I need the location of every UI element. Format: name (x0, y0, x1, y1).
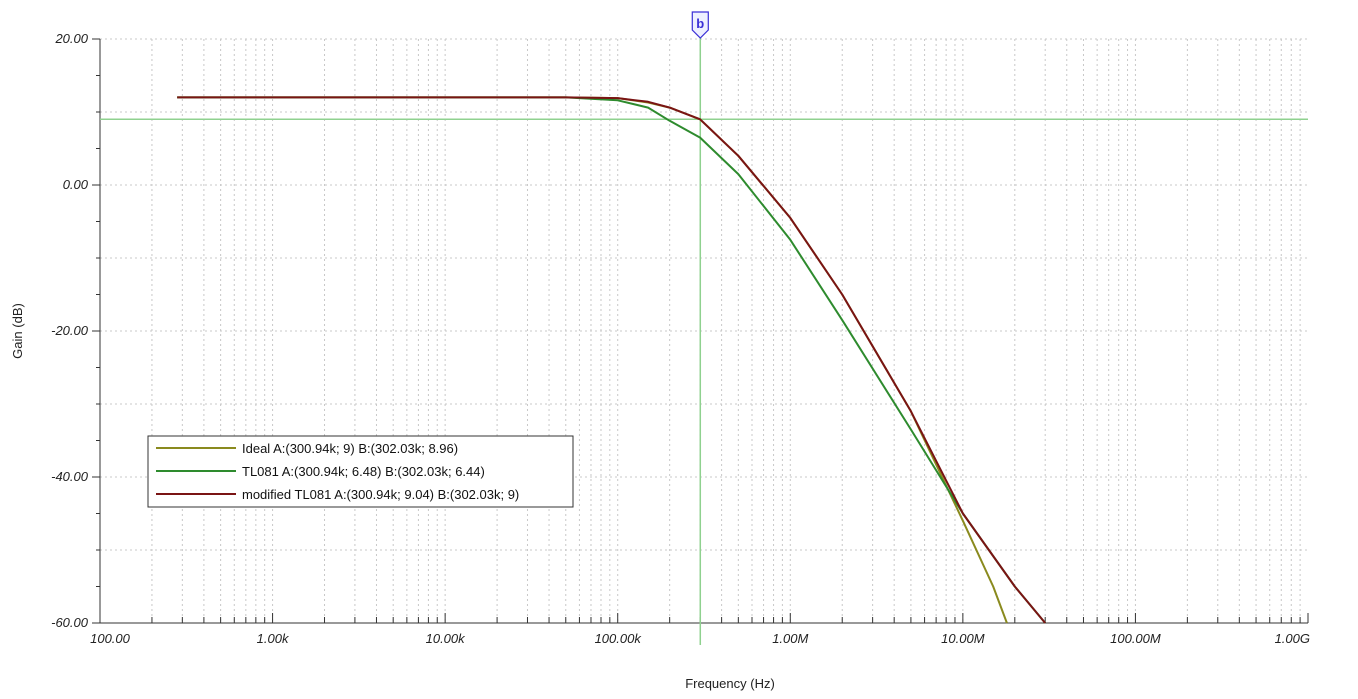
x-tick-label: 10.00k (426, 631, 467, 646)
series-line-1 (177, 96, 1008, 624)
x-tick-label: 1.00k (257, 631, 290, 646)
x-tick-label: 1.00G (1275, 631, 1310, 646)
grid-layer (99, 38, 1308, 624)
x-tick-label: 10.00M (941, 631, 985, 646)
cursor-flag-icon (691, 11, 709, 39)
series-layer (177, 96, 1046, 624)
y-tick-label: -60.00 (51, 615, 89, 630)
x-axis-title: Frequency (Hz) (685, 676, 775, 691)
series-line-3 (177, 96, 1046, 624)
x-tick-label: 100.00k (595, 631, 643, 646)
legend-entry: modified TL081 A:(300.94k; 9.04) B:(302.… (242, 487, 519, 502)
legend-entry: TL081 A:(300.94k; 6.48) B:(302.03k; 6.44… (242, 464, 485, 479)
cursor-layer[interactable]: b (100, 11, 1308, 645)
x-tick-label: 100.00M (1110, 631, 1161, 646)
y-axis-title: Gain (dB) (10, 303, 25, 359)
x-tick-label: 100.00 (90, 631, 131, 646)
y-tick-label: -20.00 (51, 323, 89, 338)
cursor-flag-label: b (696, 16, 704, 31)
series-line-2 (177, 96, 1046, 624)
y-tick-label: 20.00 (54, 31, 88, 46)
y-tick-label: -40.00 (51, 469, 89, 484)
y-tick-label: 0.00 (63, 177, 89, 192)
legend-entry: Ideal A:(300.94k; 9) B:(302.03k; 8.96) (242, 441, 458, 456)
legend: Ideal A:(300.94k; 9) B:(302.03k; 8.96) TL… (147, 435, 574, 508)
x-tick-label: 1.00M (772, 631, 808, 646)
